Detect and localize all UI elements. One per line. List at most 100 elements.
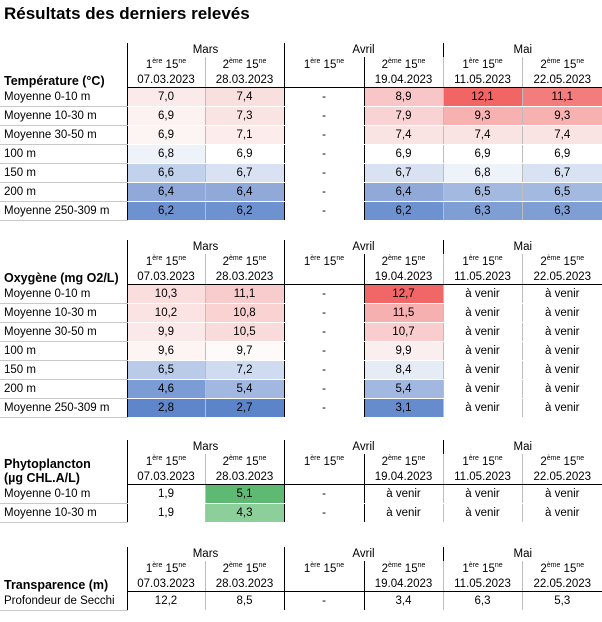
table-row: Moyenne 30-50 m 9,9 10,5-10,7 à venir à veni… (0, 322, 602, 342)
page-title: Résultats des derniers relevés (4, 4, 250, 23)
frequency-label: 1ère 15ne (283, 254, 364, 270)
table-row: 150 m 6,6 6,7-6,7 6,8 6,7 (0, 163, 602, 183)
frequency-period-suffix: ne (336, 455, 345, 463)
row-label: Moyenne 0-10 m (0, 284, 127, 304)
row-label: 150 m (0, 163, 127, 183)
month-0: Mars (126, 547, 284, 561)
date-label (283, 270, 364, 285)
value-cell: à venir (442, 360, 522, 380)
date-label: 22.05.2023 (521, 270, 602, 285)
table-row: Moyenne 250-309 m 6,2 6,2-6,2 6,3 6,3 (0, 201, 602, 221)
frequency-text: 1ère 15ne (462, 561, 502, 577)
value-cell: 9,6 (126, 341, 205, 361)
frequency-period: 15 (320, 563, 337, 575)
value-cell: - (283, 303, 364, 323)
frequency-suffix: ème (546, 255, 561, 263)
frequency-number: 2 (540, 456, 547, 468)
value-cell: 6,9 (442, 144, 522, 164)
value-cell: à venir (363, 503, 443, 523)
frequency-text: 1ère 15ne (462, 57, 502, 73)
row-label: 100 m (0, 144, 127, 164)
frequency-period-suffix: ne (258, 255, 267, 263)
value-cell: à venir (442, 303, 522, 323)
month-0: Mars (126, 240, 284, 254)
value-cell: 4,3 (204, 503, 284, 523)
frequency-period: 15 (242, 59, 259, 71)
row-label: Moyenne 0-10 m (0, 87, 127, 107)
frequency-text: 2ème 15ne (382, 454, 426, 470)
frequency-period: 15 (478, 456, 495, 468)
table-row: Profondeur de Secchi 12,2 8,5-3,4 6,3 5,3 (0, 591, 602, 611)
table-temperature: Température (°C) Mars Avril Mai 1ère 15ne 2èm… (0, 43, 602, 221)
value-cell: - (283, 591, 364, 611)
frequency-number: 1 (462, 563, 469, 575)
date-row: 07.03.2023 28.03.2023 19.04.2023 11.05.2023… (0, 470, 602, 485)
month-1: Avril (283, 43, 443, 57)
frequency-text: 2ème 15ne (540, 57, 584, 73)
frequency-text: 2ème 15ne (382, 254, 426, 270)
table-row: Moyenne 10-30 m 10,2 10,8-11,5 à venir à ven… (0, 303, 602, 323)
frequency-period-suffix: ne (336, 562, 345, 570)
frequency-label: 1ère 15ne (126, 454, 205, 470)
date-label: 11.05.2023 (442, 577, 522, 592)
frequency-label: 2ème 15ne (363, 57, 443, 73)
row-label: Moyenne 10-30 m (0, 503, 127, 523)
frequency-number: 1 (303, 256, 311, 268)
value-cell: à venir (442, 398, 522, 418)
frequency-suffix: ère (468, 562, 479, 570)
month-2: Mai (442, 240, 602, 254)
value-cell: 7,4 (363, 125, 443, 145)
value-cell: 10,8 (204, 303, 284, 323)
row-label: Profondeur de Secchi (0, 591, 127, 611)
frequency-text: 2ème 15ne (540, 454, 584, 470)
month-1: Avril (283, 240, 443, 254)
value-cell: 6,9 (521, 144, 602, 164)
frequency-suffix: ère (152, 58, 163, 66)
frequency-period-suffix: ne (576, 562, 585, 570)
frequency-text: 1ère 15ne (462, 454, 502, 470)
value-cell: - (283, 503, 364, 523)
frequency-suffix: ème (546, 58, 561, 66)
value-cell: à venir (442, 503, 522, 523)
month-header-row: Oxygène (mg O2/L) Mars Avril Mai (0, 240, 602, 285)
value-cell: à venir (442, 284, 522, 304)
value-cell: 6,4 (363, 182, 443, 202)
value-cell: 10,5 (204, 322, 284, 342)
frequency-period: 15 (242, 256, 259, 268)
section-label: Oxygène (mg O2/L) (0, 240, 127, 285)
frequency-period-suffix: ne (258, 58, 267, 66)
value-cell: 6,6 (126, 163, 205, 183)
value-cell: 5,1 (204, 484, 284, 504)
value-cell: 10,3 (126, 284, 205, 304)
row-label: 100 m (0, 341, 127, 361)
section-label-line: Température (°C) (4, 73, 105, 88)
value-cell: à venir (521, 303, 602, 323)
value-cell: - (283, 322, 364, 342)
section-oxygene: Oxygène (mg O2/L) Mars Avril Mai 1ère 15ne 2è… (0, 240, 602, 418)
date-label (283, 577, 364, 592)
value-cell: à venir (521, 379, 602, 399)
value-cell: 11,1 (521, 87, 602, 107)
value-cell: 6,7 (363, 163, 443, 183)
frequency-period-suffix: ne (576, 455, 585, 463)
section-label: Phytoplancton (µg CHL.A/L) (0, 440, 127, 485)
frequency-text: 2ème 15ne (223, 57, 267, 73)
value-cell: 1,9 (126, 503, 205, 523)
date-label: 22.05.2023 (521, 470, 602, 485)
row-label: Moyenne 10-30 m (0, 106, 127, 126)
value-cell: - (283, 341, 364, 361)
value-cell: à venir (521, 341, 602, 361)
frequency-period: 15 (242, 563, 259, 575)
value-cell: 12,7 (363, 284, 443, 304)
value-cell: - (283, 284, 364, 304)
frequency-text: 1ère 15ne (304, 454, 344, 470)
frequency-suffix: ème (546, 562, 561, 570)
frequency-period: 15 (478, 256, 495, 268)
date-label: 07.03.2023 (126, 270, 205, 285)
frequency-number: 1 (462, 256, 469, 268)
section-temperature: Température (°C) Mars Avril Mai 1ère 15ne 2èm… (0, 43, 602, 221)
frequency-period-suffix: ne (417, 562, 426, 570)
value-cell: à venir (521, 322, 602, 342)
table-row: Moyenne 0-10 m 1,9 5,1- à venir à venir à ven… (0, 484, 602, 504)
date-label: 19.04.2023 (363, 577, 443, 592)
